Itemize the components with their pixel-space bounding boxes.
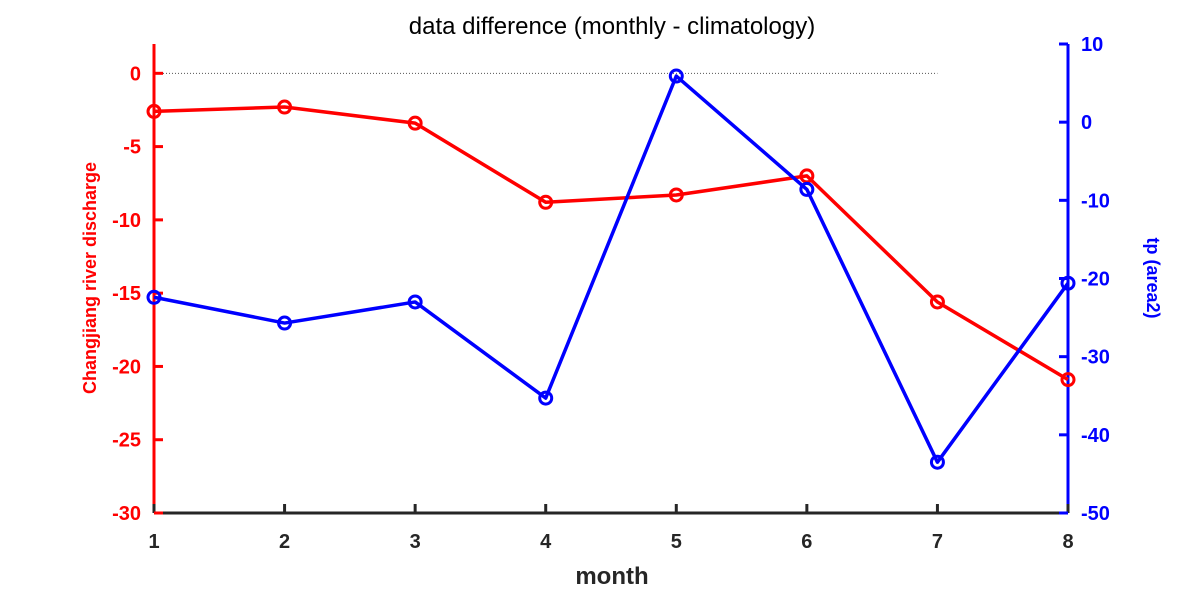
left-y-tick-label: -10 (112, 210, 141, 232)
right-y-tick-label: -50 (1081, 503, 1110, 525)
series-1-point (538, 194, 554, 210)
right-y-tick-label: -10 (1081, 190, 1110, 212)
series-1-point (929, 294, 945, 310)
series-1-point (1060, 372, 1076, 388)
tick-labels: 1 2 3 4 5 6 7 8 0 -5 -10 -15 -20 -25 -30 10 0 -10 -20 -30 -4… (112, 34, 1110, 553)
left-y-tick-label: -15 (112, 283, 141, 305)
series-2-point (668, 68, 684, 84)
series-2-point (146, 289, 162, 305)
series-line-2 (153, 74, 1070, 464)
x-tick-label: 5 (671, 531, 682, 553)
right-y-tick-label: -40 (1081, 425, 1110, 447)
x-tick-label: 1 (148, 531, 159, 553)
series-2-point (1060, 275, 1076, 291)
series-1-point (668, 187, 684, 203)
series-1-point (407, 115, 423, 131)
chart-title: data difference (monthly - climatology) (409, 13, 815, 40)
x-tick-label: 7 (932, 531, 943, 553)
left-y-tick-label: 0 (130, 63, 141, 85)
series-2-point (538, 390, 554, 406)
left-y-tick-label: -25 (112, 430, 141, 452)
right-y-axis-label: tp (area2) (1143, 237, 1163, 318)
axes (152, 42, 1070, 515)
series-2-point (277, 315, 293, 331)
series-layer (146, 68, 1076, 470)
series-2-point (407, 294, 423, 310)
left-y-tick-label: -20 (112, 356, 141, 378)
right-y-tick-label: -20 (1081, 269, 1110, 291)
right-y-tick-label: -30 (1081, 347, 1110, 369)
series-line-1 (153, 105, 1069, 382)
left-y-axis-label: Changjiang river discharge (80, 162, 100, 394)
x-tick-label: 6 (801, 531, 812, 553)
right-y-tick-label: 0 (1081, 112, 1092, 134)
x-tick-label: 8 (1062, 531, 1073, 553)
x-axis-label: month (575, 563, 648, 590)
series-2-point (929, 454, 945, 470)
left-y-tick-label: -30 (112, 503, 141, 525)
series-2-point (799, 181, 815, 197)
right-y-tick-label: 10 (1081, 34, 1103, 56)
series-1-point (146, 103, 162, 119)
x-tick-label: 4 (540, 531, 552, 553)
x-tick-label: 3 (410, 531, 421, 553)
left-y-tick-label: -5 (123, 137, 141, 159)
series-1-point (277, 99, 293, 115)
x-tick-label: 2 (279, 531, 290, 553)
